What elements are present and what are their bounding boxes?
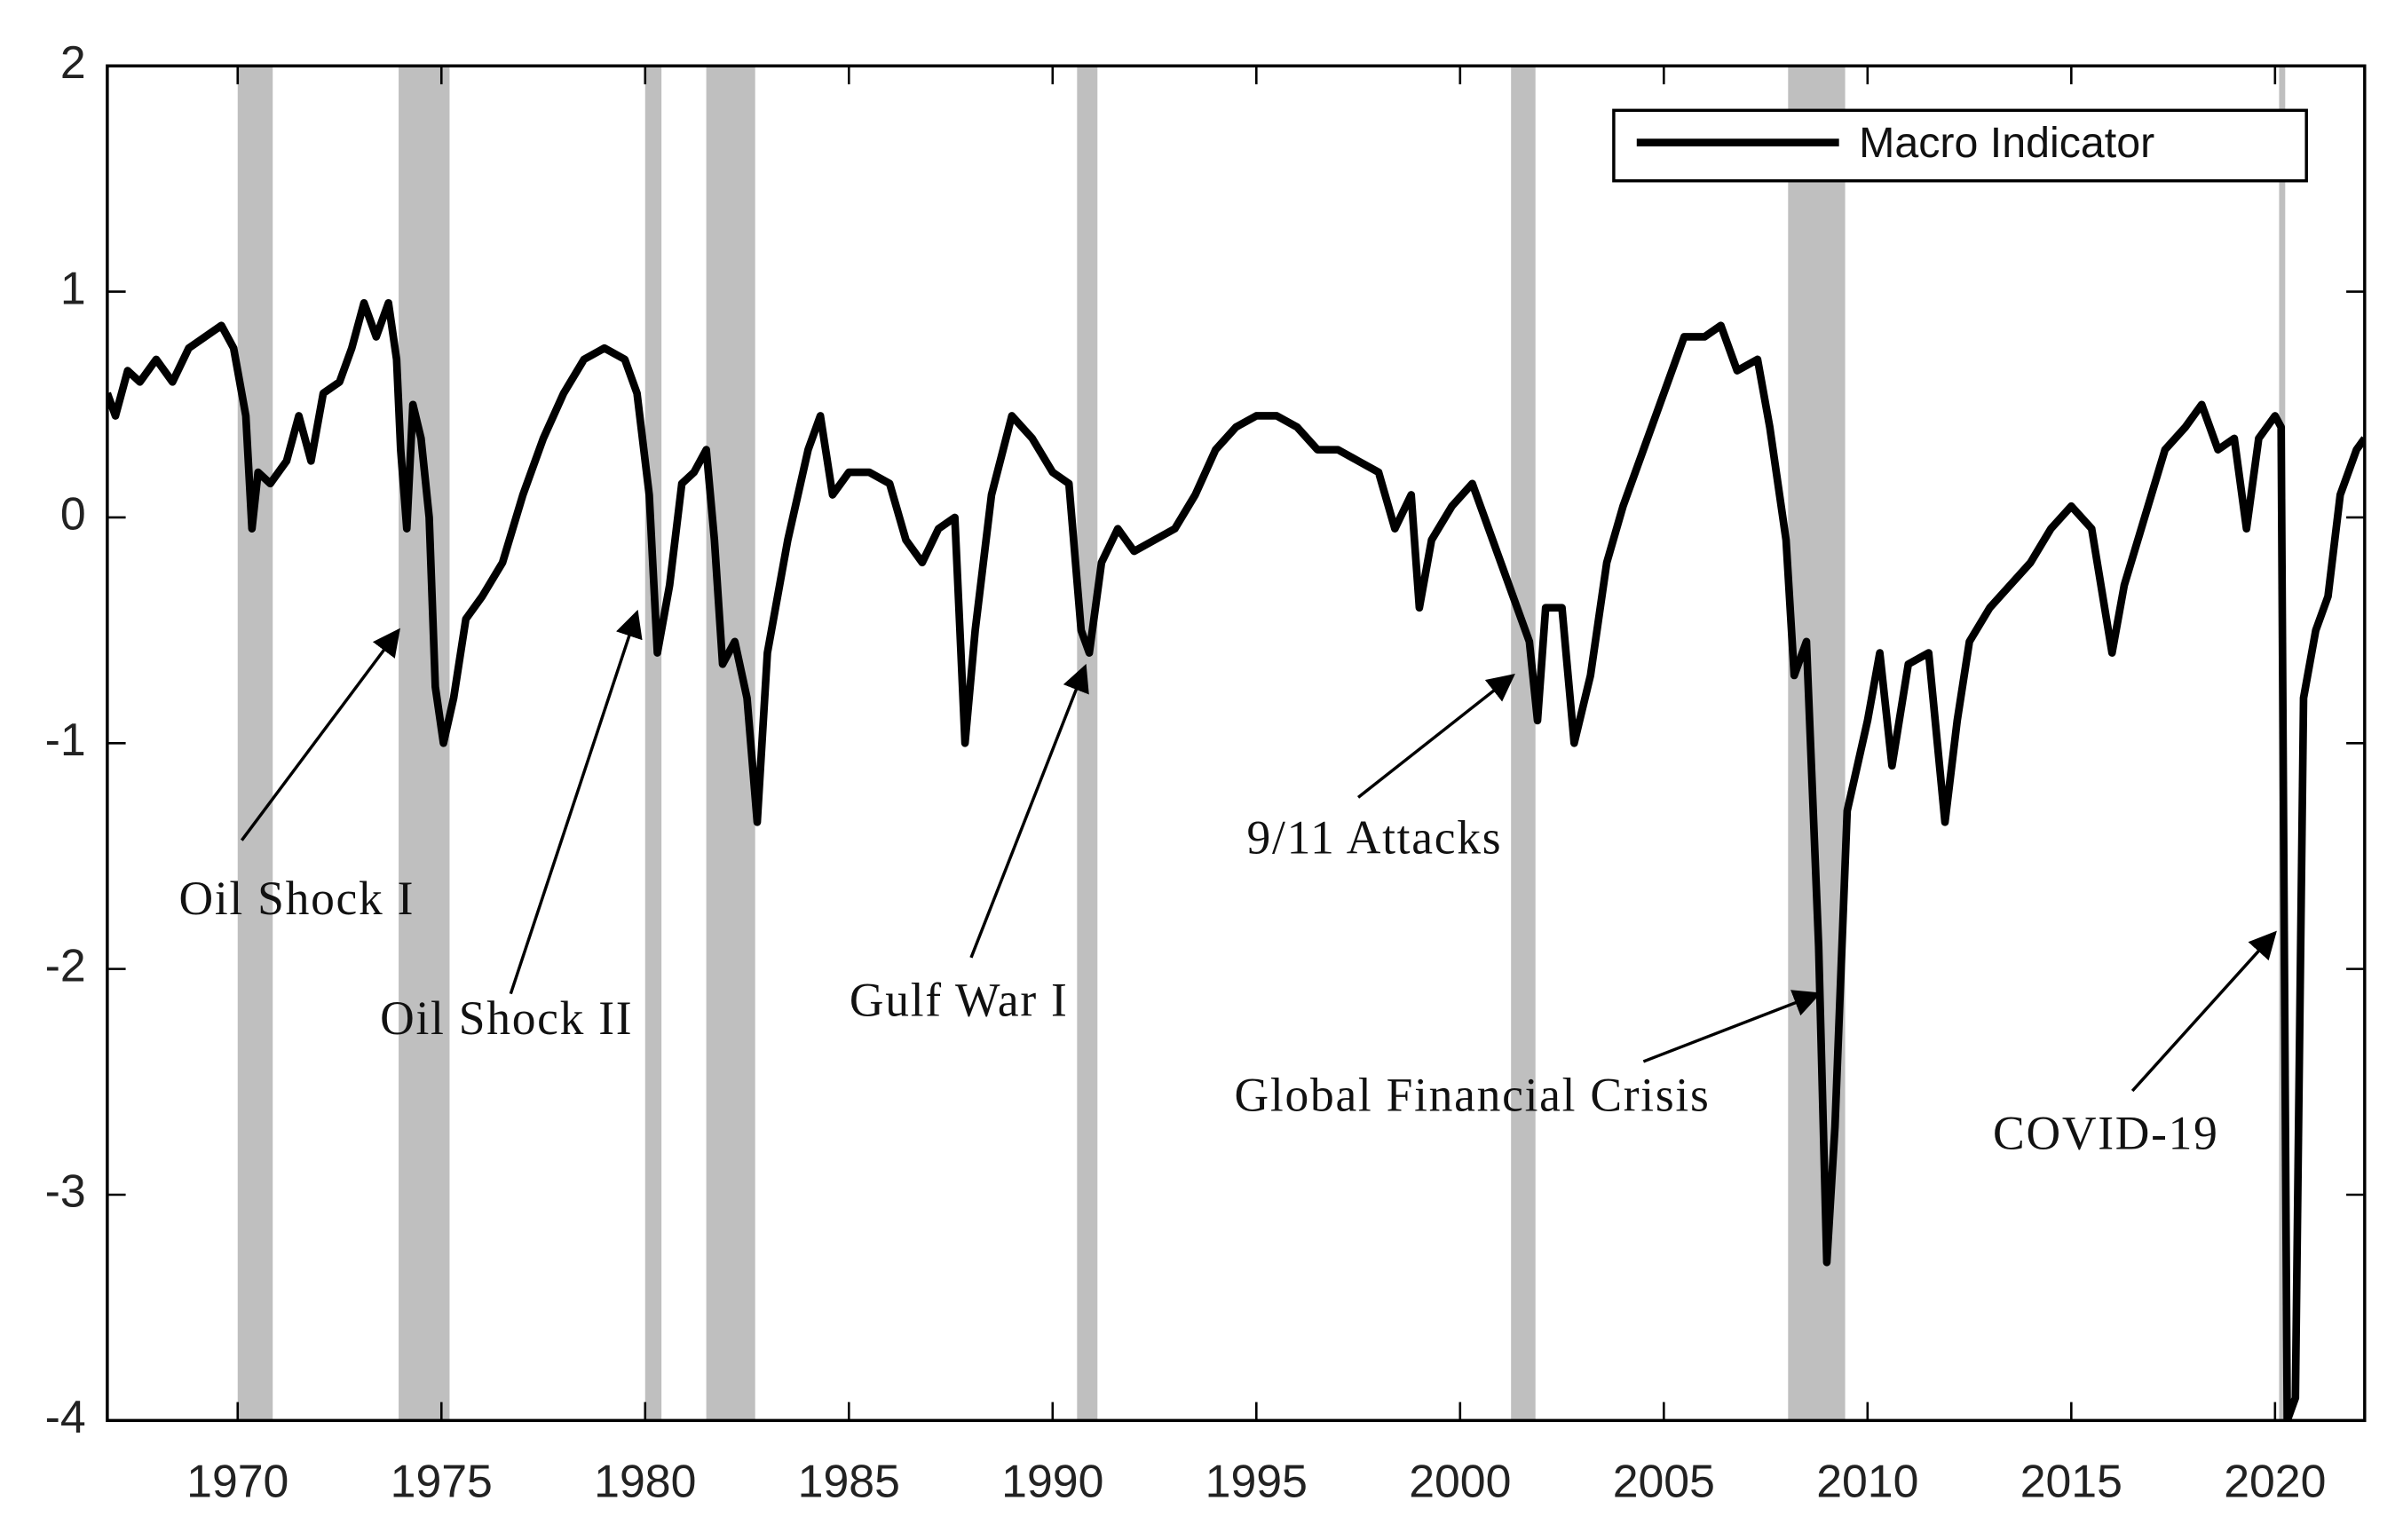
- x-tick-label: 1975: [391, 1456, 493, 1507]
- recession-band: [644, 66, 662, 1421]
- x-tick-label: 1995: [1205, 1456, 1308, 1507]
- annotation-label: 9/11 Attacks: [1247, 810, 1503, 864]
- annotation-label: Global Financial Crisis: [1235, 1068, 1711, 1121]
- annotation-arrow: [1642, 990, 1822, 1063]
- y-tick-label: -2: [45, 939, 86, 991]
- recession-band: [1511, 66, 1536, 1421]
- legend-label: Macro Indicator: [1859, 119, 2154, 167]
- annotation-arrow: [1356, 674, 1515, 799]
- annotation-label: Oil Shock I: [178, 872, 415, 925]
- annotation-arrow: [509, 609, 643, 995]
- x-tick-label: 2020: [2224, 1456, 2326, 1507]
- plot-frame: [106, 64, 2367, 1423]
- annotation-arrow: [2130, 930, 2277, 1093]
- x-tick-label: 1985: [798, 1456, 900, 1507]
- x-tick-label: 2000: [1409, 1456, 1511, 1507]
- series: [107, 298, 2365, 1421]
- annotation-arrow: [969, 663, 1089, 959]
- axes: -4 -3 -2 -1 0 1 2 1970 1975 1980 1985 1990 1995 2000 2…: [45, 36, 2365, 1507]
- recession-band: [1077, 66, 1098, 1421]
- y-tick-label: -3: [45, 1165, 86, 1217]
- x-tick-label: 1990: [1001, 1456, 1103, 1507]
- legend: Macro Indicator: [1612, 108, 2308, 183]
- recession-band: [1788, 66, 1846, 1421]
- y-tick-label: 2: [60, 36, 86, 88]
- x-tick-label: 2005: [1613, 1456, 1715, 1507]
- annotation-label: Oil Shock II: [380, 991, 633, 1045]
- annotation-label: Gulf War I: [850, 974, 1069, 1027]
- y-tick-label: 1: [60, 262, 86, 313]
- y-tick-label: -4: [45, 1391, 86, 1442]
- x-tick-label: 2010: [1816, 1456, 1918, 1507]
- data-line: [107, 298, 2365, 1421]
- annotation-arrow: [240, 628, 400, 841]
- annotation-label: COVID-19: [1993, 1107, 2219, 1160]
- y-tick-label: 0: [60, 488, 86, 540]
- recession-band: [237, 66, 273, 1421]
- x-tick-label: 2015: [2020, 1456, 2122, 1507]
- x-tick-label: 1970: [186, 1456, 289, 1507]
- y-tick-label: -1: [45, 714, 86, 765]
- x-tick-label: 1980: [594, 1456, 696, 1507]
- annotations: Oil Shock I Oil Shock II Gulf War I 9/11 At…: [178, 609, 2277, 1160]
